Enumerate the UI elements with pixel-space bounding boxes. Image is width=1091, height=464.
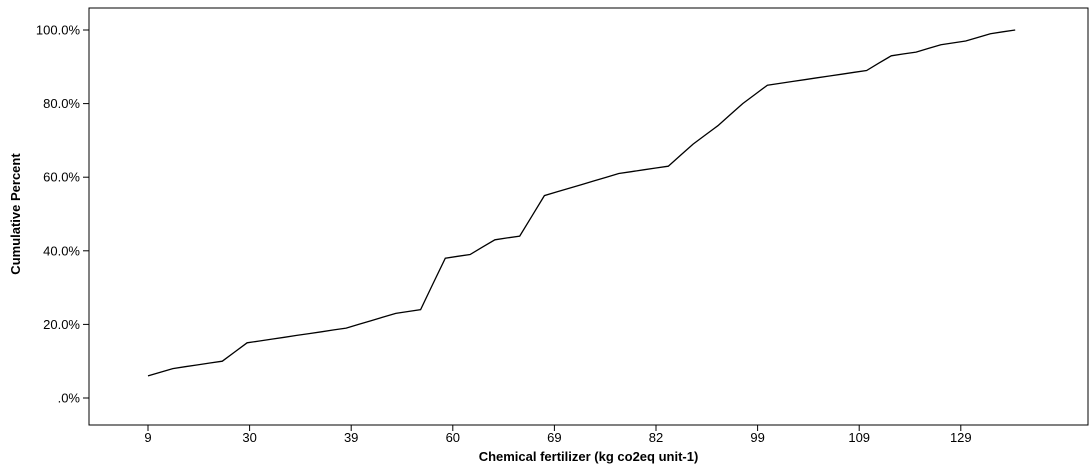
y-tick-label: .0% (58, 391, 81, 406)
y-tick-label: 100.0% (36, 23, 81, 38)
cumulative-percent-line (147, 29, 1016, 377)
y-tick-label: 40.0% (43, 243, 80, 258)
x-tick-label: 109 (848, 430, 870, 445)
x-axis-title: Chemical fertilizer (kg co2eq unit-1) (479, 449, 699, 464)
x-tick-label: 39 (344, 430, 358, 445)
plot-frame (88, 7, 1089, 426)
y-axis: .0% 20.0% 40.0% 60.0% 80.0% 100.0% (36, 23, 89, 406)
y-axis-title: Cumulative Percent (8, 153, 23, 275)
x-tick-label: 9 (144, 430, 151, 445)
x-tick-label: 82 (649, 430, 663, 445)
x-tick-label: 69 (547, 430, 561, 445)
y-tick-label: 60.0% (43, 170, 80, 185)
x-axis: 9 30 39 60 69 82 99 109 129 (144, 425, 972, 445)
y-tick-label: 80.0% (43, 96, 80, 111)
x-tick-label: 60 (446, 430, 460, 445)
x-tick-label: 99 (750, 430, 764, 445)
y-tick-label: 20.0% (43, 317, 80, 332)
x-tick-label: 30 (242, 430, 256, 445)
x-tick-label: 129 (950, 430, 972, 445)
